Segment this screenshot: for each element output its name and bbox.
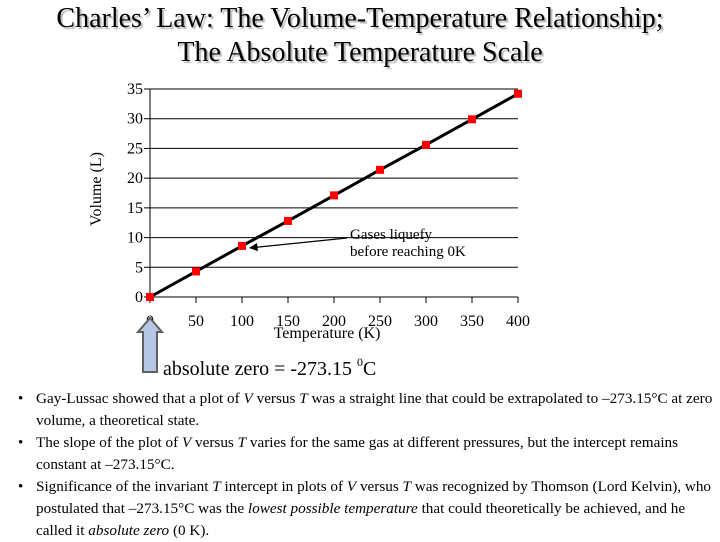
bullet-text-segment: V: [346, 478, 357, 495]
bullet-text-segment: V: [243, 390, 253, 407]
bullet-text-segment: Gay-Lussac showed that a plot of: [36, 390, 244, 407]
annotation-arrow: [249, 237, 348, 252]
bullet-text-segment: was recognized by Thomson (Lord Kelvin),…: [36, 478, 712, 517]
y-tick-label: 20: [127, 170, 143, 187]
data-point: [422, 140, 430, 149]
y-tick-label: 30: [127, 111, 143, 128]
title-line-1: Charles’ Law: The Volume-Temperature Rel…: [56, 3, 664, 34]
bullet-text-segment: The slope of the plot of: [36, 434, 182, 451]
bullet-text-segment: versus: [191, 434, 238, 451]
bullet-text-segment: intercept in plots of: [220, 478, 347, 495]
y-axis-title: Volume (L): [88, 152, 105, 226]
charles-law-chart: 05101520253035050100150200250300350400 V…: [88, 81, 530, 373]
x-tick-label: 200: [322, 313, 346, 330]
data-point: [376, 165, 384, 174]
bullet-text-segment: versus: [252, 390, 300, 407]
bullet-text-segment: that could theoretically be achieved, an…: [36, 500, 686, 539]
bullet-text-segment: lowest possible temperature: [247, 500, 418, 517]
bullet-text-segment: absolute zero: [88, 522, 170, 539]
annotation-line-1: Gases liquefy: [350, 227, 433, 243]
data-point: [330, 191, 338, 200]
y-tick-label: 15: [127, 200, 143, 217]
x-axis-title: Temperature (K): [274, 325, 381, 342]
data-point: [192, 267, 200, 276]
y-tick-label: 10: [127, 230, 143, 247]
x-tick-label: 350: [460, 313, 484, 330]
bullet-text-segment: V: [181, 434, 192, 451]
data-point: [238, 241, 246, 250]
bullet-item: Gay-Lussac showed that a plot of V versu…: [14, 388, 714, 432]
annotation-line-2: before reaching 0K: [350, 244, 466, 260]
data-point: [514, 89, 522, 98]
absolute-zero-text: absolute zero = -273.15: [163, 358, 358, 380]
bullet-text-segment: T: [212, 478, 221, 495]
x-tick-label: 100: [230, 313, 254, 330]
data-point: [146, 293, 154, 301]
x-tick-label: 300: [414, 313, 438, 330]
absolute-zero-arrow: [135, 316, 165, 373]
liquefy-annotation: Gases liquefy before reaching 0K: [249, 227, 466, 260]
bullet-list: Gay-Lussac showed that a plot of V versu…: [14, 388, 714, 542]
y-tick-label: 35: [127, 81, 143, 98]
data-point: [284, 216, 292, 225]
x-tick-label: 150: [276, 313, 300, 330]
bullet-text-segment: T: [402, 478, 411, 495]
title-line-2: The Absolute Temperature Scale: [177, 37, 543, 68]
bullet-text-segment: T: [299, 390, 308, 407]
bullet-text-segment: was a straight line that could be extrap…: [36, 390, 713, 429]
x-tick-label: 400: [506, 313, 530, 330]
slide-title: Charles’ Law: The Volume-Temperature Rel…: [0, 2, 720, 70]
absolute-zero-label: absolute zero = -273.15 0C: [163, 355, 376, 381]
y-tick-label: 5: [135, 259, 143, 276]
x-tick-label: 250: [368, 313, 392, 330]
bullet-text-segment: (0 K).: [169, 522, 210, 539]
bullet-item: The slope of the plot of V versus T vari…: [14, 432, 714, 476]
y-tick-label: 25: [127, 140, 143, 157]
y-tick-label: 0: [135, 289, 143, 306]
bullet-text-segment: Significance of the invariant: [36, 478, 213, 495]
bullet-item: Significance of the invariant T intercep…: [14, 476, 714, 542]
bullet-text-segment: versus: [356, 478, 403, 495]
bullet-text-segment: T: [237, 434, 247, 451]
bullet-text-segment: varies for the same gas at different pre…: [36, 434, 679, 473]
data-point: [468, 115, 476, 124]
x-tick-label: 50: [188, 313, 204, 330]
absolute-zero-unit: C: [363, 358, 377, 380]
absolute-zero-degree: 0: [357, 355, 364, 369]
